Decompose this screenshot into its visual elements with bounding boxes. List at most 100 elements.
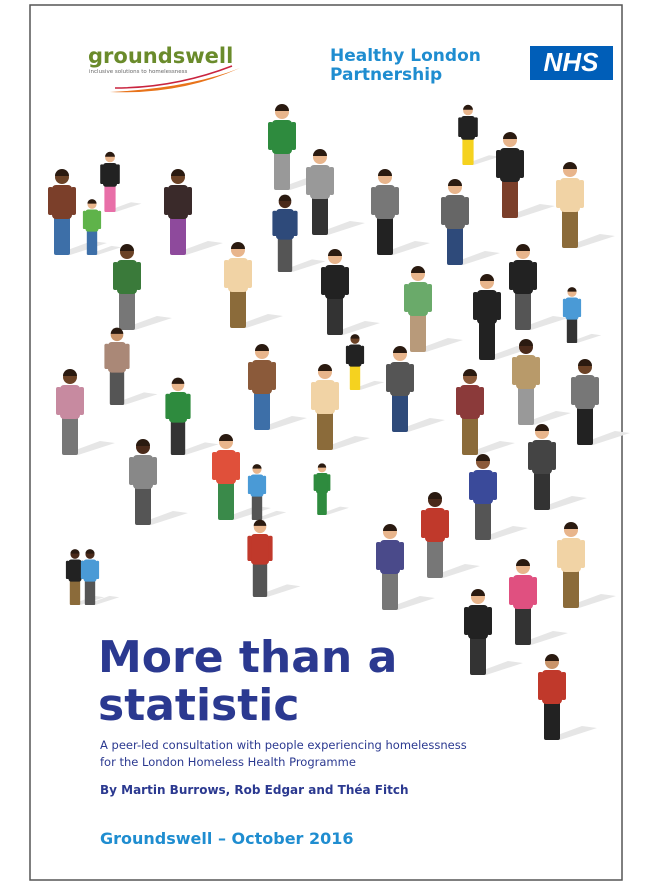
subtitle: for the London Homeless Health Programme <box>100 755 356 769</box>
torso <box>251 475 264 497</box>
legs <box>317 412 333 450</box>
arm <box>464 197 469 225</box>
arm <box>509 577 514 605</box>
title: statistic <box>98 680 299 731</box>
arm <box>394 187 399 215</box>
legs <box>462 417 478 455</box>
arm <box>152 457 157 485</box>
arm <box>473 292 478 320</box>
torso <box>168 185 188 219</box>
partnership-logo: Healthy London <box>330 46 481 66</box>
torso <box>566 298 579 320</box>
arm <box>247 536 252 561</box>
arm <box>96 561 99 579</box>
arm <box>271 362 276 390</box>
arm <box>580 540 585 568</box>
arm <box>327 474 330 491</box>
torso <box>460 385 480 419</box>
torso <box>408 282 428 316</box>
legs <box>382 572 398 610</box>
arm <box>427 284 432 312</box>
torso <box>468 605 488 639</box>
legs <box>518 387 534 425</box>
arm <box>441 197 446 225</box>
arm <box>56 387 61 415</box>
legs <box>577 407 593 445</box>
arm <box>496 292 501 320</box>
arm <box>247 260 252 288</box>
torso <box>251 534 269 565</box>
footer: Groundswell – October 2016 <box>100 829 354 848</box>
arm <box>404 284 409 312</box>
arm <box>563 299 566 317</box>
torso <box>390 362 410 396</box>
arm <box>376 542 381 570</box>
legs <box>135 487 151 525</box>
arm <box>409 364 414 392</box>
legs <box>410 314 426 352</box>
arm <box>306 167 311 195</box>
arm <box>186 394 191 419</box>
cover: groundswell inclusive solutions to homel… <box>0 0 650 886</box>
nhs-logo-text: NHS <box>544 47 600 77</box>
arm <box>165 394 170 419</box>
arm <box>361 346 364 364</box>
arm <box>268 122 273 150</box>
title: More than a <box>98 632 397 683</box>
legs <box>253 563 267 597</box>
arm <box>334 382 339 410</box>
arm <box>474 117 478 137</box>
torso <box>349 345 362 367</box>
arm <box>458 117 462 137</box>
torso <box>52 185 72 219</box>
arm <box>487 607 492 635</box>
legs <box>515 292 531 330</box>
arm <box>496 150 501 178</box>
arm <box>532 577 537 605</box>
torso <box>473 470 493 504</box>
arm <box>571 377 576 405</box>
arm <box>464 607 469 635</box>
torso <box>445 195 465 229</box>
arm <box>48 187 53 215</box>
torso <box>228 258 248 292</box>
legs <box>502 180 518 218</box>
torso <box>103 163 117 187</box>
legs <box>427 540 443 578</box>
arm <box>556 180 561 208</box>
torso <box>425 508 445 542</box>
torso <box>276 209 294 240</box>
page: groundswell inclusive solutions to homel… <box>0 0 650 886</box>
legs <box>562 210 578 248</box>
arm <box>187 187 192 215</box>
arm <box>456 387 461 415</box>
torso <box>315 380 335 414</box>
arm <box>79 387 84 415</box>
arm <box>399 542 404 570</box>
torso <box>500 148 520 182</box>
torso <box>516 355 536 389</box>
arm <box>469 472 474 500</box>
legs <box>462 138 473 165</box>
arm <box>125 344 130 369</box>
arm <box>561 672 566 700</box>
legs <box>87 230 97 255</box>
arm <box>272 211 277 236</box>
legs <box>475 502 491 540</box>
arm <box>479 387 484 415</box>
torso <box>375 185 395 219</box>
torso <box>252 360 272 394</box>
torso <box>461 116 475 140</box>
legs <box>447 227 463 265</box>
torso <box>69 560 82 582</box>
torso <box>575 375 595 409</box>
torso <box>560 178 580 212</box>
arm <box>235 452 240 480</box>
arm <box>551 442 556 470</box>
torso <box>532 440 552 474</box>
legs <box>110 371 124 405</box>
arm <box>519 150 524 178</box>
arm <box>248 476 251 494</box>
torso <box>310 165 330 199</box>
legs <box>274 152 290 190</box>
